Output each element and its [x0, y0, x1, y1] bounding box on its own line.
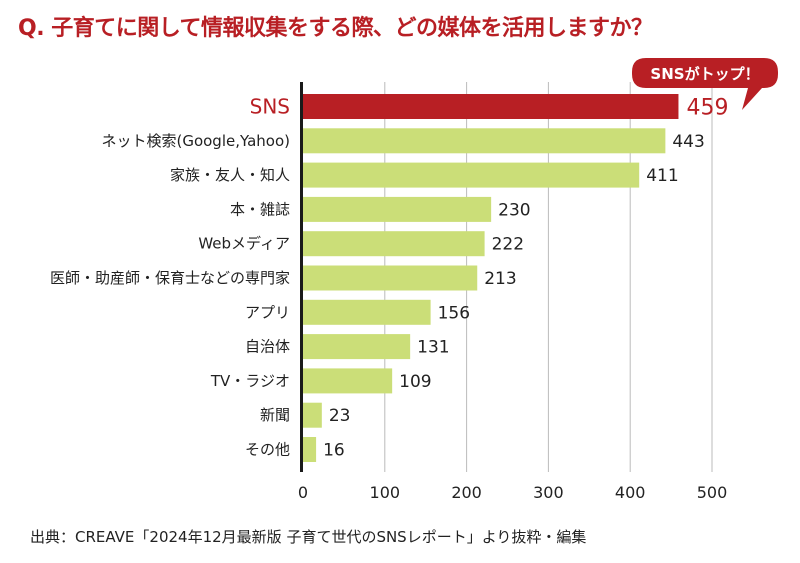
- bar: [303, 196, 492, 222]
- bar: [303, 299, 431, 325]
- category-label: 新聞: [260, 406, 290, 424]
- callout-text: SNSがトップ！: [650, 65, 759, 83]
- bar: [303, 128, 666, 154]
- value-label: 16: [323, 441, 345, 461]
- bar: [303, 265, 478, 291]
- category-label: 本・雑誌: [230, 200, 290, 218]
- source-note: 出典：CREAVE「2024年12月最新版 子育て世代のSNSレポート」より抜粋…: [30, 528, 587, 546]
- x-tick-label: 400: [615, 483, 646, 502]
- value-label: 109: [399, 372, 431, 392]
- value-labels: 459 443 411 230 222 213 156 131 109 23 16: [323, 96, 728, 461]
- value-label: 213: [484, 269, 516, 289]
- category-label: 医師・助産師・保育士などの専門家: [50, 269, 290, 287]
- category-label: ネット検索(Google,Yahoo): [101, 132, 290, 150]
- value-label: 131: [417, 338, 449, 358]
- bar: [303, 334, 411, 360]
- bar: [303, 162, 640, 188]
- category-label: TV・ラジオ: [210, 372, 290, 390]
- x-tick-label: 300: [533, 483, 564, 502]
- value-label: 230: [498, 200, 530, 220]
- category-label: アプリ: [245, 303, 290, 321]
- bar-highlight: [303, 94, 679, 119]
- x-tick-label: 0: [298, 483, 308, 502]
- value-label: 459: [686, 96, 728, 121]
- top-callout: SNSがトップ！: [632, 58, 778, 110]
- value-label: 23: [329, 406, 351, 426]
- value-label: 156: [438, 303, 470, 323]
- bar: [303, 437, 317, 462]
- bar: [303, 231, 485, 257]
- callout-bubble: [632, 58, 778, 110]
- category-labels: SNS ネット検索(Google,Yahoo) 家族・友人・知人本・雑誌 Webメディ…: [50, 95, 290, 459]
- bar: [303, 368, 393, 394]
- value-label: 443: [672, 132, 704, 152]
- bar: [303, 402, 322, 428]
- category-label: その他: [245, 441, 290, 459]
- category-label: 家族・友人・知人: [170, 166, 290, 184]
- x-tick-label: 100: [370, 483, 401, 502]
- chart-title: Q. 子育てに関して情報収集をする際、どの媒体を活用しますか？: [18, 16, 653, 41]
- category-label: 自治体: [245, 338, 290, 356]
- x-axis-ticks: 0 100 200 300 400 500: [298, 483, 727, 502]
- x-tick-label: 500: [697, 483, 728, 502]
- value-label: 411: [646, 166, 678, 186]
- category-label: Webメディア: [198, 235, 290, 253]
- category-label: SNS: [250, 95, 290, 119]
- bars: [303, 94, 679, 462]
- x-tick-label: 200: [451, 483, 482, 502]
- value-label: 222: [492, 235, 524, 255]
